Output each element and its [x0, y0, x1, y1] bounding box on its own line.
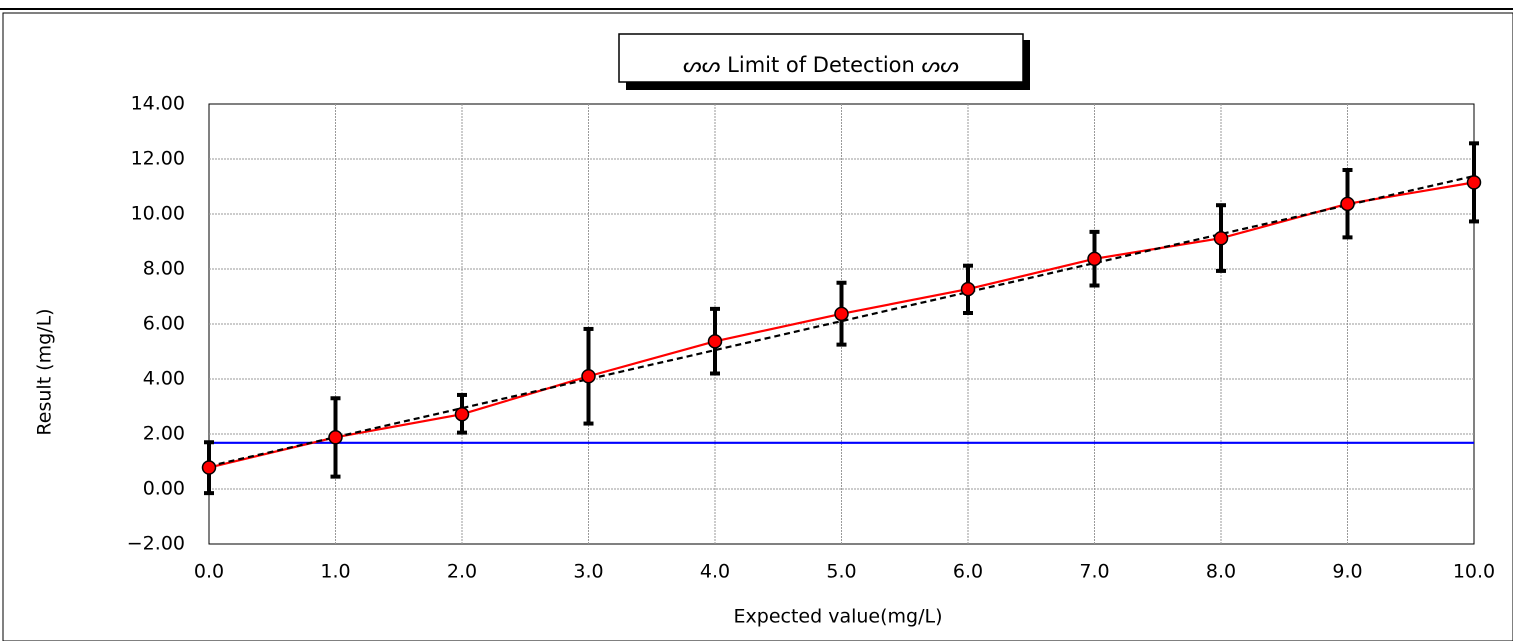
x-tick-label: 2.0	[447, 561, 477, 583]
x-tick-label: 7.0	[1079, 561, 1109, 583]
x-tick-label: 6.0	[953, 561, 983, 583]
data-point	[1340, 196, 1355, 212]
y-tick-label: 14.00	[131, 93, 185, 115]
y-tick-label: 12.00	[131, 148, 185, 170]
data-point	[454, 406, 470, 422]
top-table-edge	[0, 0, 1513, 10]
data-point	[1087, 251, 1102, 267]
y-tick-label: 4.00	[143, 368, 185, 390]
data-point	[328, 430, 343, 445]
x-tick-label: 4.0	[700, 561, 730, 583]
y-tick-label: 0.00	[143, 478, 185, 500]
data-point	[960, 281, 976, 297]
x-tick-label: 9.0	[1332, 561, 1362, 583]
y-tick-label: 2.00	[143, 423, 185, 445]
chart-title-box: ᔕᔕ Limit of Detection ᔕᔕ	[618, 33, 1030, 90]
x-tick-label: 8.0	[1206, 561, 1236, 583]
x-axis-label: Expected value(mg/L)	[734, 606, 943, 628]
y-tick-label: 10.00	[131, 203, 185, 225]
regression-line	[208, 174, 1475, 468]
data-point	[201, 460, 217, 475]
y-tick-label: 6.00	[143, 313, 185, 335]
data-point	[707, 334, 723, 349]
y-axis-label: Result (mg/L)	[34, 308, 56, 435]
x-tick-label: 3.0	[573, 561, 603, 583]
data-point	[834, 306, 849, 322]
y-tick-label: 8.00	[143, 258, 185, 280]
data-point	[1213, 230, 1229, 246]
y-tick-label: −2.00	[127, 533, 185, 555]
x-tick-label: 10.0	[1453, 561, 1495, 583]
x-tick-label: 0.0	[194, 561, 224, 583]
chart-title: ᔕᔕ Limit of Detection ᔕᔕ	[683, 53, 959, 77]
x-tick-label: 1.0	[320, 561, 350, 583]
x-tick-label: 5.0	[826, 561, 856, 583]
data-point	[581, 369, 596, 384]
data-point	[1466, 175, 1482, 190]
